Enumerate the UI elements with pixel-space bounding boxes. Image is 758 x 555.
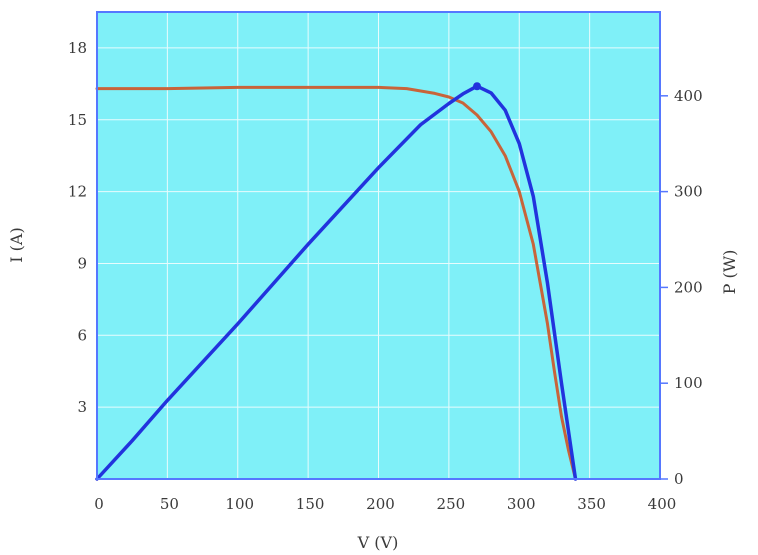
x-tick-label: 300 (507, 495, 536, 513)
x-tick-label: 350 (577, 495, 606, 513)
y2-tick-label: 400 (674, 87, 703, 105)
current-voltage-curve (95, 85, 577, 481)
x-tick-label: 50 (160, 495, 179, 513)
y-tick-label: 9 (77, 254, 87, 272)
x-tick-label: 100 (225, 495, 254, 513)
y2-tick-label: 200 (674, 278, 703, 296)
y-axis-title: I (A) (7, 227, 26, 262)
x-tick-label: 400 (648, 495, 677, 513)
x-tick-label: 0 (94, 495, 104, 513)
y-tick-label: 3 (77, 398, 87, 416)
x-tick-label: 250 (437, 495, 466, 513)
x-tick-label: 150 (296, 495, 325, 513)
x-axis-title: V (V) (357, 533, 399, 552)
plot-frame (96, 11, 661, 480)
y-tick-label: 18 (68, 39, 87, 57)
series-group (95, 82, 578, 481)
tick-group: 0 50 100 150 200 250 300 350 400 3 6 9 12 15 18 0 100 200… (68, 39, 703, 513)
power-voltage-curve (95, 84, 578, 481)
y-tick-label: 6 (77, 326, 87, 344)
max-power-point-marker (473, 82, 482, 91)
y2-axis-title: P (W) (720, 250, 739, 295)
y-tick-label: 15 (68, 111, 87, 129)
y2-tick-label: 100 (674, 374, 703, 392)
x-tick-label: 200 (366, 495, 395, 513)
y-tick-label: 12 (68, 183, 87, 201)
y2-tick-label: 300 (674, 183, 703, 201)
y2-tick-label: 0 (674, 470, 684, 488)
